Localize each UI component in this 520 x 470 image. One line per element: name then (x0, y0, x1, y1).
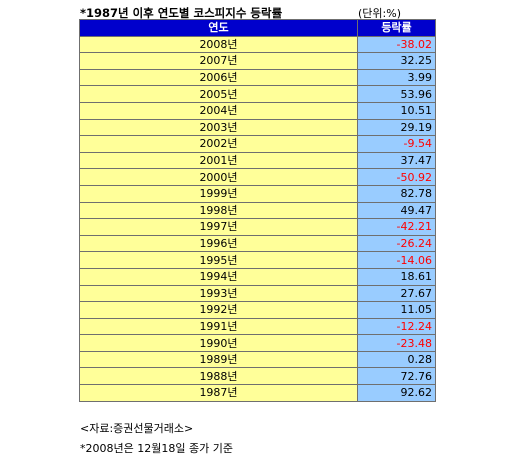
table-row: 1987년 92.62 (79, 384, 436, 402)
table-row: 1998년 49.47 (79, 201, 436, 220)
table-row: 1999년 82.78 (79, 184, 436, 203)
source-note: <자료:증권선물거래소> (80, 422, 194, 435)
rate-cell: 32.25 (357, 52, 436, 70)
table-row: 2005년 53.96 (79, 85, 436, 103)
rate-cell: -23.48 (357, 334, 436, 352)
year-cell: 2006년 (79, 68, 358, 87)
rate-cell: 18.61 (357, 267, 436, 286)
rate-cell: 10.51 (357, 101, 436, 120)
rate-cell: 72.76 (357, 367, 436, 386)
year-cell: 1993년 (79, 284, 358, 303)
rate-cell: -50.92 (357, 168, 436, 186)
table-row: 1992년 11.05 (79, 301, 436, 319)
rate-cell: 0.28 (357, 350, 436, 369)
year-cell: 2001년 (79, 151, 358, 170)
year-cell: 2007년 (79, 52, 358, 70)
table-row: 1997년 -42.21 (79, 218, 436, 236)
year-cell: 2004년 (79, 101, 358, 120)
table-row: 1993년 27.67 (79, 284, 436, 303)
table-row: 2001년 37.47 (79, 151, 436, 170)
year-cell: 1996년 (79, 234, 358, 253)
rate-cell: 37.47 (357, 151, 436, 170)
rate-cell: 27.67 (357, 284, 436, 303)
table-row: 2002년 -9.54 (79, 135, 436, 153)
rate-cell: 11.05 (357, 301, 436, 319)
table-row: 1996년 -26.24 (79, 234, 436, 253)
year-cell: 1997년 (79, 218, 358, 236)
rate-cell: 29.19 (357, 118, 436, 137)
table-header-row: 연도 등락률 (79, 19, 436, 37)
rate-cell: 82.78 (357, 184, 436, 203)
year-cell: 1999년 (79, 184, 358, 203)
rate-cell: -12.24 (357, 317, 436, 336)
rate-cell: 3.99 (357, 68, 436, 87)
footnote: *2008년은 12월18일 종가 기준 (80, 442, 233, 455)
year-cell: 2008년 (79, 35, 358, 54)
rate-cell: -26.24 (357, 234, 436, 253)
table-title: *1987년 이후 연도별 코스피지수 등락률 (80, 6, 283, 20)
year-cell: 1992년 (79, 301, 358, 319)
table-row: 1995년 -14.06 (79, 251, 436, 269)
rate-cell: -14.06 (357, 251, 436, 269)
year-cell: 2003년 (79, 118, 358, 137)
table-row: 1989년 0.28 (79, 350, 436, 369)
year-cell: 1994년 (79, 267, 358, 286)
table-row: 2008년 -38.02 (79, 35, 436, 54)
year-cell: 1998년 (79, 201, 358, 220)
table-row: 2000년 -50.92 (79, 168, 436, 186)
year-cell: 1995년 (79, 251, 358, 269)
year-cell: 1990년 (79, 334, 358, 352)
table-row: 2004년 10.51 (79, 101, 436, 120)
table-row: 1994년 18.61 (79, 267, 436, 286)
table-row: 1991년 -12.24 (79, 317, 436, 336)
table-row: 1990년 -23.48 (79, 334, 436, 352)
unit-label: (단위:%) (358, 7, 401, 20)
year-cell: 2002년 (79, 135, 358, 153)
rate-cell: 49.47 (357, 201, 436, 220)
table-row: 2007년 32.25 (79, 52, 436, 70)
rate-cell: 92.62 (357, 384, 436, 402)
header-rate: 등락률 (357, 19, 436, 37)
rate-cell: -9.54 (357, 135, 436, 153)
year-cell: 1989년 (79, 350, 358, 369)
rate-cell: -38.02 (357, 35, 436, 54)
year-cell: 1988년 (79, 367, 358, 386)
table-row: 1988년 72.76 (79, 367, 436, 386)
rate-cell: 53.96 (357, 85, 436, 103)
kospi-table: 연도 등락률 2008년 -38.02 2007년 32.25 2006년 3.99 200… (79, 19, 436, 402)
header-year: 연도 (79, 19, 358, 37)
table-body: 2008년 -38.02 2007년 32.25 2006년 3.99 2005년 53.96… (79, 35, 436, 402)
year-cell: 2005년 (79, 85, 358, 103)
table-row: 2006년 3.99 (79, 68, 436, 87)
year-cell: 1987년 (79, 384, 358, 402)
year-cell: 1991년 (79, 317, 358, 336)
table-row: 2003년 29.19 (79, 118, 436, 137)
rate-cell: -42.21 (357, 218, 436, 236)
year-cell: 2000년 (79, 168, 358, 186)
